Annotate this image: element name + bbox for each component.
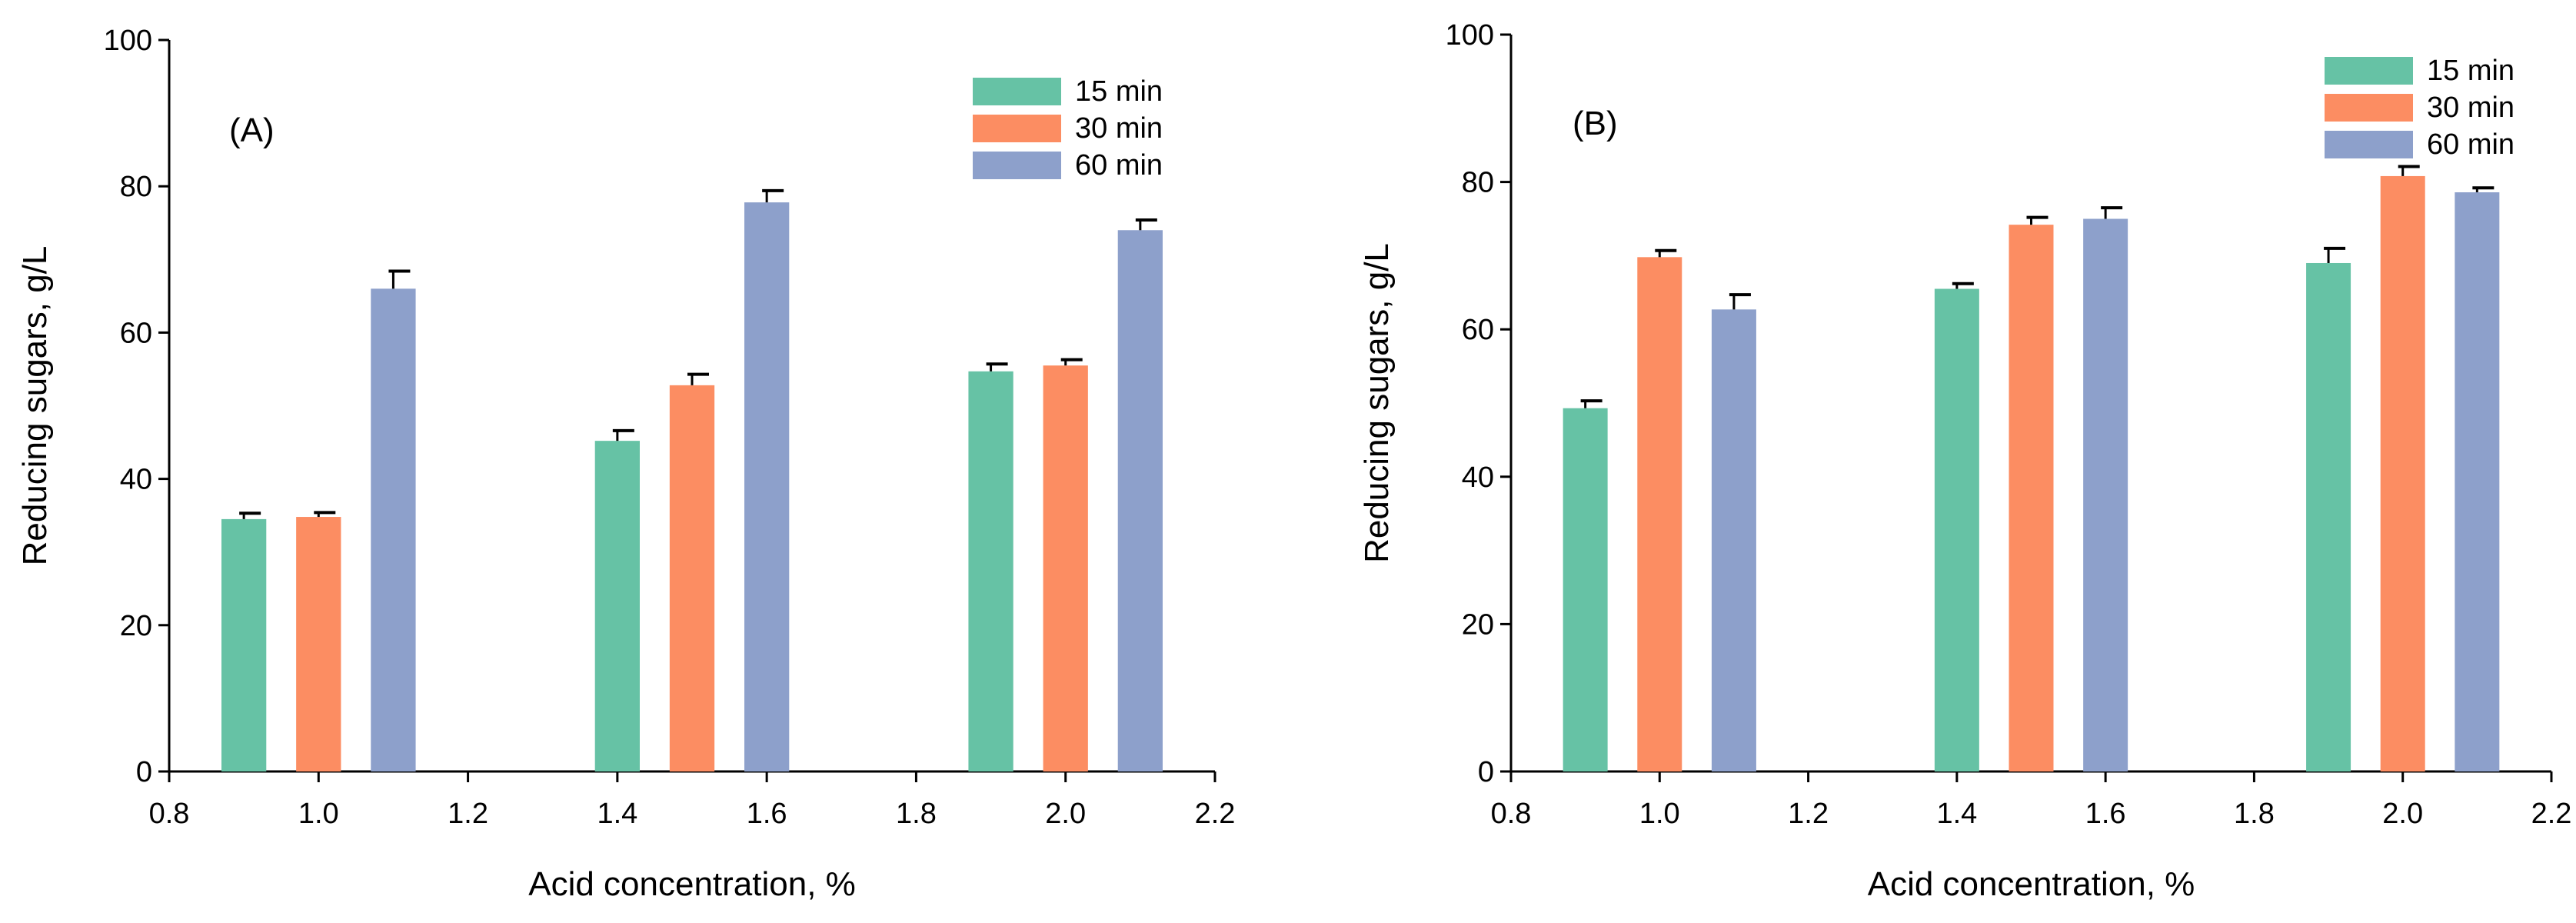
bar-60-min — [744, 202, 790, 771]
y-tick-label: 20 — [1462, 608, 1494, 641]
y-tick-label: 100 — [1446, 19, 1494, 52]
x-axis-label: Acid concentration, % — [1868, 865, 2195, 903]
bar-30-min — [2380, 175, 2425, 771]
bar-60-min — [1117, 230, 1163, 771]
bar-30-min — [1043, 365, 1088, 771]
bar-30-min — [2009, 225, 2054, 771]
x-tick-label: 1.2 — [448, 798, 488, 830]
x-tick-label: 1.4 — [1936, 798, 1977, 830]
legend-swatch — [2325, 131, 2413, 158]
x-tick-label: 0.8 — [149, 798, 190, 830]
bar-15-min — [968, 371, 1013, 772]
legend-swatch — [973, 152, 1061, 179]
x-tick-label: 2.2 — [1195, 798, 1236, 830]
y-axis-label: Reducing sugars, g/L — [16, 246, 54, 566]
legend-label: 30 min — [2427, 92, 2514, 124]
y-tick-label: 60 — [1462, 314, 1494, 346]
x-tick-label: 1.2 — [1788, 798, 1829, 830]
legend-swatch — [973, 115, 1061, 142]
bar-30-min — [669, 385, 715, 771]
y-axis-label: Reducing sugars, g/L — [1358, 243, 1396, 563]
legend-swatch — [2325, 57, 2413, 85]
legend-swatch — [973, 78, 1061, 105]
legend-label: 60 min — [1075, 149, 1163, 182]
y-tick-label: 0 — [136, 756, 152, 788]
legend-label: 30 min — [1075, 112, 1163, 145]
legend-label: 60 min — [2427, 128, 2514, 161]
x-axis-label: Acid concentration, % — [528, 865, 856, 903]
x-tick-label: 2.0 — [2382, 798, 2423, 830]
bar-15-min — [594, 441, 640, 771]
y-tick-label: 60 — [120, 317, 152, 349]
x-tick-label: 1.8 — [896, 798, 937, 830]
legend-label: 15 min — [2427, 55, 2514, 87]
panel-label: (A) — [229, 112, 275, 149]
y-tick-label: 0 — [1478, 756, 1494, 788]
x-tick-label: 0.8 — [1491, 798, 1532, 830]
y-tick-label: 20 — [120, 610, 152, 642]
x-tick-label: 2.0 — [1045, 798, 1086, 830]
y-tick-label: 80 — [1462, 167, 1494, 199]
bar-15-min — [2306, 262, 2351, 772]
bar-15-min — [1934, 288, 1979, 771]
panel-label: (B) — [1573, 105, 1618, 142]
bar-15-min — [221, 518, 267, 771]
x-tick-label: 1.4 — [597, 798, 637, 830]
x-tick-label: 1.6 — [2085, 798, 2126, 830]
panel-a: 0 20 40 60 80 100 0.8 1.0 1.2 1.4 1.6 1.8 2.0 2.2 15 m… — [16, 25, 1235, 903]
bar-30-min — [296, 517, 341, 771]
y-tick-label: 80 — [120, 171, 152, 203]
x-tick-label: 2.2 — [2531, 798, 2572, 830]
x-tick-label: 1.6 — [747, 798, 787, 830]
bar-60-min — [1711, 309, 1756, 772]
x-tick-label: 1.8 — [2234, 798, 2275, 830]
legend-swatch — [2325, 94, 2413, 122]
x-tick-label: 1.0 — [1639, 798, 1680, 830]
bar-30-min — [1637, 257, 1682, 771]
bar-15-min — [1563, 408, 1608, 771]
y-tick-label: 40 — [1462, 462, 1494, 494]
legend-label: 15 min — [1075, 75, 1163, 108]
panel-b: 0 20 40 60 80 100 0.8 1.0 1.2 1.4 1.6 1.8 2.0 2.2 15 m… — [1358, 19, 2571, 903]
y-tick-label: 40 — [120, 464, 152, 496]
bar-60-min — [371, 288, 416, 772]
bar-60-min — [2455, 192, 2500, 772]
y-tick-label: 100 — [104, 25, 152, 57]
bar-60-min — [2083, 218, 2128, 771]
x-tick-label: 1.0 — [298, 798, 339, 830]
